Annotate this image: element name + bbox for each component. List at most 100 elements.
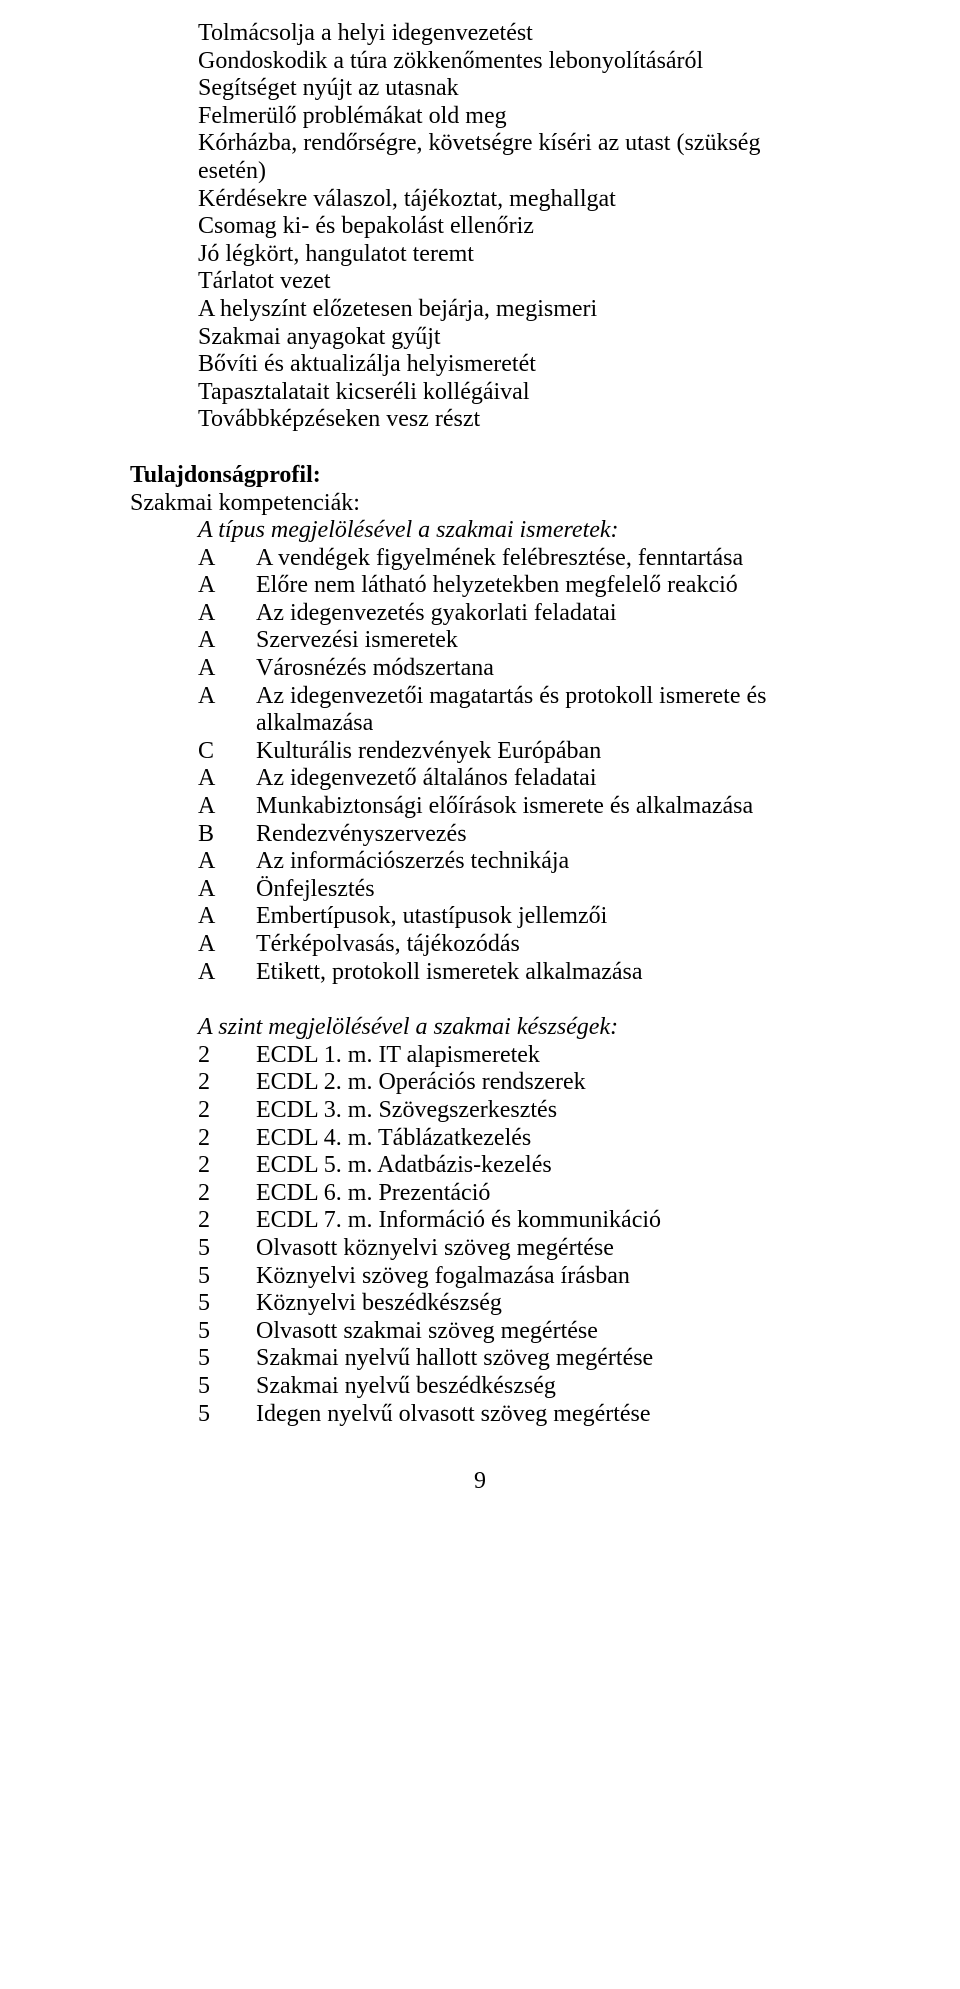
row-label: A <box>198 545 256 573</box>
list-item: AEmbertípusok, utastípusok jellemzői <box>198 903 830 931</box>
row-label: A <box>198 959 256 987</box>
row-label: 2 <box>198 1180 256 1208</box>
list-item: 5Olvasott szakmai szöveg megértése <box>198 1318 830 1346</box>
row-text: Városnézés módszertana <box>256 655 830 683</box>
profile-heading: Tulajdonságprofil: <box>130 462 830 490</box>
row-label: A <box>198 903 256 931</box>
bullet-item: Kórházba, rendőrségre, követségre kíséri… <box>198 130 830 185</box>
row-text: Előre nem látható helyzetekben megfelelő… <box>256 572 830 600</box>
row-label: A <box>198 931 256 959</box>
document-page: Tolmácsolja a helyi idegenvezetéstGondos… <box>0 0 960 1535</box>
row-text: ECDL 4. m. Táblázatkezelés <box>256 1125 830 1153</box>
row-text: ECDL 6. m. Prezentáció <box>256 1180 830 1208</box>
list-item: AAz idegenvezetés gyakorlati feladatai <box>198 600 830 628</box>
list-item: 2ECDL 2. m. Operációs rendszerek <box>198 1069 830 1097</box>
list-item: AMunkabiztonsági előírások ismerete és a… <box>198 793 830 821</box>
bullet-item: Csomag ki- és bepakolást ellenőriz <box>198 213 830 241</box>
row-text: Olvasott köznyelvi szöveg megértése <box>256 1235 830 1263</box>
bullet-item: Bővíti és aktualizálja helyismeretét <box>198 351 830 379</box>
row-label: 2 <box>198 1042 256 1070</box>
row-label: A <box>198 793 256 821</box>
row-label: 5 <box>198 1290 256 1318</box>
row-label: 5 <box>198 1373 256 1401</box>
bullet-item: Szakmai anyagokat gyűjt <box>198 324 830 352</box>
bullet-item: A helyszínt előzetesen bejárja, megismer… <box>198 296 830 324</box>
bullet-item: Kérdésekre válaszol, tájékoztat, meghall… <box>198 186 830 214</box>
row-text: Köznyelvi beszédkészség <box>256 1290 830 1318</box>
list-item: AAz idegenvezető általános feladatai <box>198 765 830 793</box>
row-text: Önfejlesztés <box>256 876 830 904</box>
row-text: Az információszerzés technikája <box>256 848 830 876</box>
row-text: Az idegenvezető általános feladatai <box>256 765 830 793</box>
row-label: 2 <box>198 1069 256 1097</box>
list-item: 2ECDL 7. m. Információ és kommunikáció <box>198 1207 830 1235</box>
list-item: 5Szakmai nyelvű beszédkészség <box>198 1373 830 1401</box>
row-text: Embertípusok, utastípusok jellemzői <box>256 903 830 931</box>
row-text: ECDL 5. m. Adatbázis-kezelés <box>256 1152 830 1180</box>
row-text: Térképolvasás, tájékozódás <box>256 931 830 959</box>
row-label: A <box>198 572 256 600</box>
list-item: 5Idegen nyelvű olvasott szöveg megértése <box>198 1401 830 1429</box>
bullet-item: Felmerülő problémákat old meg <box>198 103 830 131</box>
list-item: AEtikett, protokoll ismeretek alkalmazás… <box>198 959 830 987</box>
row-label: B <box>198 821 256 849</box>
row-label: A <box>198 683 256 738</box>
row-label: 5 <box>198 1401 256 1429</box>
bullet-item: Tapasztalatait kicseréli kollégáival <box>198 379 830 407</box>
row-text: ECDL 2. m. Operációs rendszerek <box>256 1069 830 1097</box>
row-text: Etikett, protokoll ismeretek alkalmazása <box>256 959 830 987</box>
list-item: AA vendégek figyelmének felébresztése, f… <box>198 545 830 573</box>
list-item: AAz idegenvezetői magatartás és protokol… <box>198 683 830 738</box>
list-item: ASzervezési ismeretek <box>198 627 830 655</box>
row-label: A <box>198 876 256 904</box>
row-label: 2 <box>198 1207 256 1235</box>
row-label: A <box>198 655 256 683</box>
list-item: 2ECDL 4. m. Táblázatkezelés <box>198 1125 830 1153</box>
row-label: A <box>198 765 256 793</box>
row-text: Rendezvényszervezés <box>256 821 830 849</box>
row-text: Olvasott szakmai szöveg megértése <box>256 1318 830 1346</box>
bullet-item: Gondoskodik a túra zökkenőmentes lebonyo… <box>198 48 830 76</box>
list-item: 5Olvasott köznyelvi szöveg megértése <box>198 1235 830 1263</box>
row-text: Szakmai nyelvű beszédkészség <box>256 1373 830 1401</box>
row-text: ECDL 3. m. Szövegszerkesztés <box>256 1097 830 1125</box>
list-item: BRendezvényszervezés <box>198 821 830 849</box>
row-text: Szervezési ismeretek <box>256 627 830 655</box>
row-label: A <box>198 627 256 655</box>
list-item: 5Köznyelvi szöveg fogalmazása írásban <box>198 1263 830 1291</box>
row-text: Idegen nyelvű olvasott szöveg megértése <box>256 1401 830 1429</box>
row-label: 2 <box>198 1125 256 1153</box>
bullet-item: Továbbképzéseken vesz részt <box>198 406 830 434</box>
skills-intro: A szint megjelölésével a szakmai készség… <box>198 1014 830 1042</box>
row-label: 2 <box>198 1152 256 1180</box>
row-text: ECDL 7. m. Információ és kommunikáció <box>256 1207 830 1235</box>
row-label: 5 <box>198 1235 256 1263</box>
list-item: ATérképolvasás, tájékozódás <box>198 931 830 959</box>
bullet-item: Jó légkört, hangulatot teremt <box>198 241 830 269</box>
row-text: Kulturális rendezvények Európában <box>256 738 830 766</box>
bullet-item: Segítséget nyújt az utasnak <box>198 75 830 103</box>
bullet-item: Tolmácsolja a helyi idegenvezetést <box>198 20 830 48</box>
knowledge-intro: A típus megjelölésével a szakmai ismeret… <box>198 517 830 545</box>
skills-list: 2ECDL 1. m. IT alapismeretek2ECDL 2. m. … <box>198 1042 830 1428</box>
row-text: Az idegenvezetői magatartás és protokoll… <box>256 683 830 738</box>
row-label: 2 <box>198 1097 256 1125</box>
row-label: C <box>198 738 256 766</box>
list-item: AElőre nem látható helyzetekben megfelel… <box>198 572 830 600</box>
row-label: 5 <box>198 1318 256 1346</box>
row-text: ECDL 1. m. IT alapismeretek <box>256 1042 830 1070</box>
row-text: Köznyelvi szöveg fogalmazása írásban <box>256 1263 830 1291</box>
row-text: A vendégek figyelmének felébresztése, fe… <box>256 545 830 573</box>
list-item: AVárosnézés módszertana <box>198 655 830 683</box>
list-item: 2ECDL 6. m. Prezentáció <box>198 1180 830 1208</box>
list-item: 5Szakmai nyelvű hallott szöveg megértése <box>198 1345 830 1373</box>
row-text: Munkabiztonsági előírások ismerete és al… <box>256 793 830 821</box>
row-label: A <box>198 848 256 876</box>
bullet-list: Tolmácsolja a helyi idegenvezetéstGondos… <box>198 20 830 434</box>
list-item: 2ECDL 3. m. Szövegszerkesztés <box>198 1097 830 1125</box>
page-number: 9 <box>130 1468 830 1495</box>
list-item: 2ECDL 5. m. Adatbázis-kezelés <box>198 1152 830 1180</box>
bullet-item: Tárlatot vezet <box>198 268 830 296</box>
knowledge-list: AA vendégek figyelmének felébresztése, f… <box>198 545 830 987</box>
list-item: AAz információszerzés technikája <box>198 848 830 876</box>
